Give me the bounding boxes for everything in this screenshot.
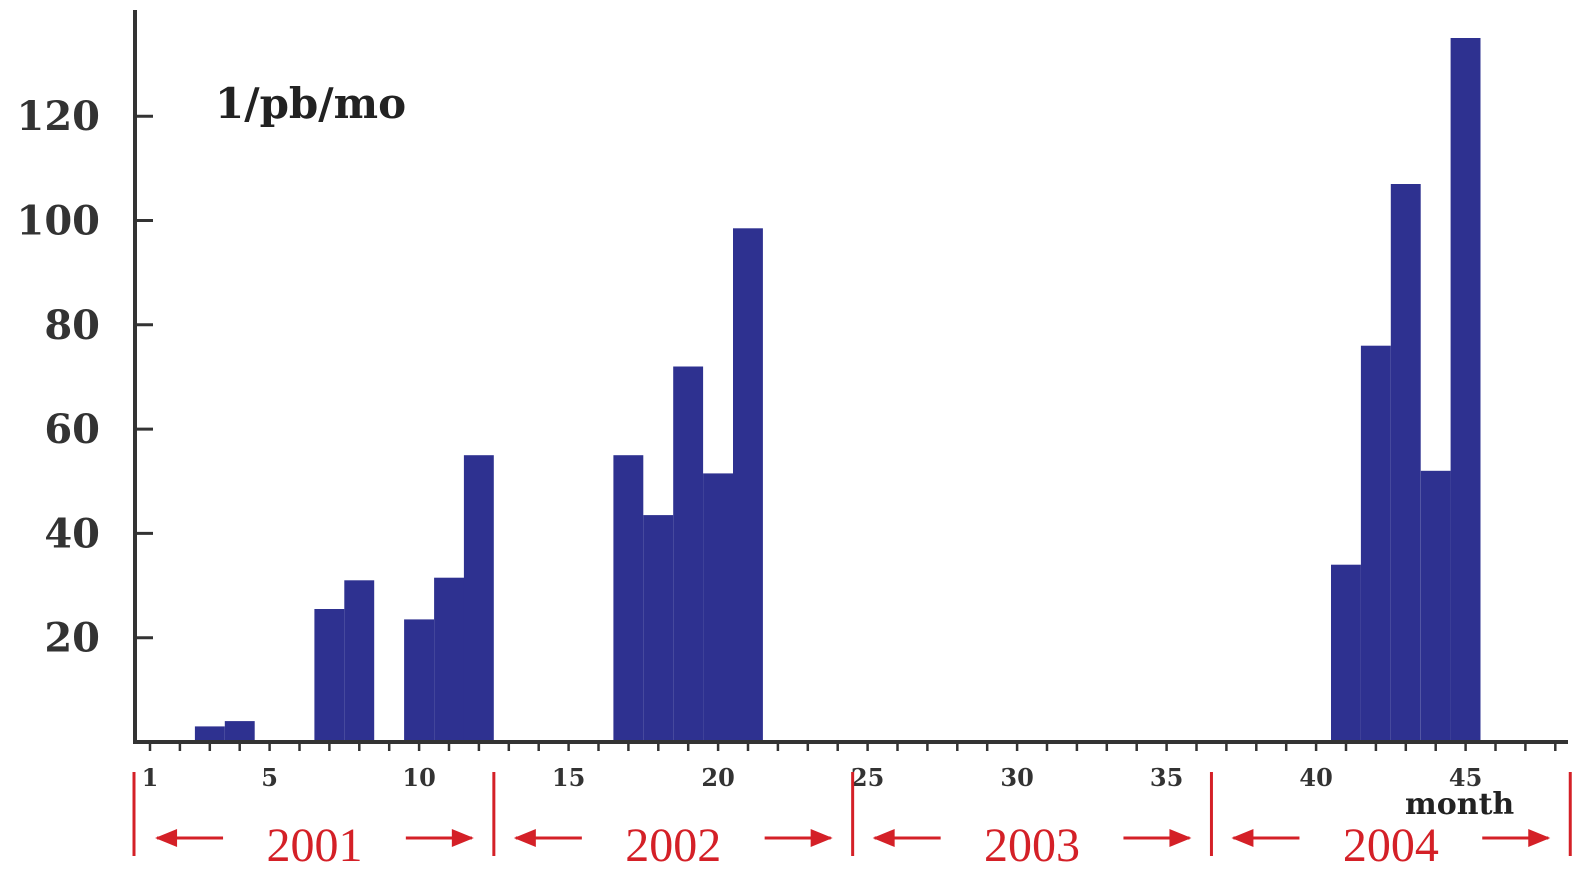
bar-month-3 (194, 726, 225, 742)
bar-month-10 (404, 619, 434, 742)
arrow-right-head-2004 (1528, 829, 1551, 847)
bar-month-18 (643, 515, 674, 742)
x-axis-label: month (1405, 787, 1514, 822)
bar-month-41 (1331, 564, 1361, 742)
arrow-left-head-2003 (872, 829, 895, 847)
x-tick-label-1: 1 (142, 763, 159, 792)
year-label-2002: 2002 (625, 819, 721, 871)
bar-month-7 (314, 609, 345, 742)
x-tick-label-30: 30 (1000, 763, 1033, 792)
axes-group (133, 10, 1568, 744)
bar-month-45 (1450, 38, 1481, 742)
bar-month-43 (1390, 184, 1421, 742)
year-label-2003: 2003 (984, 819, 1080, 871)
x-tick-label-45: 45 (1449, 763, 1482, 792)
arrow-left-head-2002 (513, 829, 536, 847)
y-tick-label-60: 60 (44, 406, 100, 453)
unit-label: 1/pb/mo (215, 79, 406, 128)
bar-month-11 (434, 577, 464, 742)
y-tick-label-120: 120 (17, 93, 101, 140)
y-ticks-group: 20 40 60 80 100 120 (17, 93, 153, 662)
bar-month-12 (463, 455, 494, 742)
bar-month-17 (613, 455, 644, 742)
arrow-left-head-2004 (1231, 829, 1254, 847)
x-tick-label-25: 25 (851, 763, 884, 792)
x-tick-label-15: 15 (552, 763, 585, 792)
year-label-2001: 2001 (266, 819, 362, 871)
bar-month-44 (1420, 470, 1451, 742)
x-tick-label-20: 20 (701, 763, 734, 792)
x-ticks-group: 1 5 10 15 20 25 30 35 40 45 (142, 742, 1557, 792)
arrow-left-head-2001 (155, 829, 178, 847)
arrow-right-head-2001 (451, 829, 474, 847)
bars-group (194, 38, 1481, 743)
year-label-2004: 2004 (1343, 819, 1439, 871)
y-tick-label-100: 100 (17, 198, 101, 245)
arrow-right-head-2003 (1169, 829, 1192, 847)
bar-month-4 (224, 721, 255, 742)
y-tick-label-20: 20 (44, 615, 100, 662)
bar-month-20 (703, 473, 733, 742)
y-tick-label-80: 80 (44, 302, 100, 349)
x-tick-label-35: 35 (1150, 763, 1183, 792)
bar-month-19 (673, 366, 704, 742)
y-tick-label-40: 40 (44, 510, 100, 557)
arrow-right-head-2002 (810, 829, 833, 847)
x-tick-label-10: 10 (402, 763, 435, 792)
bar-month-8 (344, 580, 375, 742)
x-tick-label-5: 5 (261, 763, 278, 792)
year-annotations-group: 2001 2002 2003 2004 (132, 772, 1572, 871)
x-tick-label-40: 40 (1299, 763, 1332, 792)
bar-month-42 (1360, 345, 1391, 742)
bar-month-21 (733, 228, 763, 743)
